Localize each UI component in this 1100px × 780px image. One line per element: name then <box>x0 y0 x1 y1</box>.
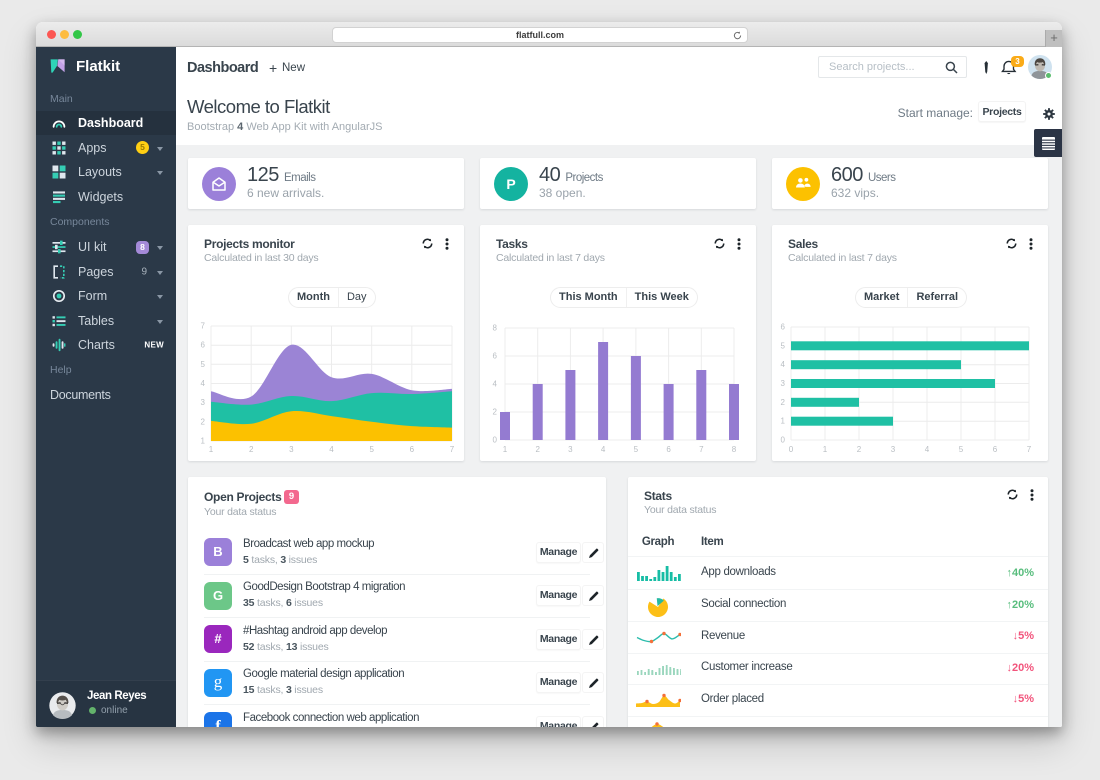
svg-text:4: 4 <box>781 360 786 369</box>
svg-text:4: 4 <box>601 445 606 454</box>
svg-text:6: 6 <box>666 445 671 454</box>
svg-text:3: 3 <box>289 445 294 454</box>
svg-text:0: 0 <box>781 436 786 445</box>
svg-text:0: 0 <box>493 436 498 445</box>
svg-text:7: 7 <box>450 445 455 454</box>
svg-text:4: 4 <box>329 445 334 454</box>
svg-text:5: 5 <box>781 341 786 350</box>
svg-text:5: 5 <box>959 445 964 454</box>
svg-text:1: 1 <box>503 445 508 454</box>
svg-text:2: 2 <box>857 445 862 454</box>
svg-text:8: 8 <box>493 324 498 333</box>
svg-text:3: 3 <box>781 379 786 388</box>
svg-text:1: 1 <box>823 445 828 454</box>
svg-text:1: 1 <box>781 417 786 426</box>
svg-text:5: 5 <box>201 360 206 369</box>
svg-text:5: 5 <box>369 445 374 454</box>
svg-text:3: 3 <box>568 445 573 454</box>
svg-text:5: 5 <box>634 445 639 454</box>
svg-text:2: 2 <box>781 398 786 407</box>
svg-text:2: 2 <box>201 417 206 426</box>
svg-text:6: 6 <box>493 352 498 361</box>
svg-text:2: 2 <box>535 445 540 454</box>
svg-text:4: 4 <box>493 380 498 389</box>
svg-text:2: 2 <box>249 445 254 454</box>
svg-text:1: 1 <box>209 445 214 454</box>
svg-text:6: 6 <box>781 323 786 332</box>
svg-text:8: 8 <box>732 445 737 454</box>
svg-text:2: 2 <box>493 408 498 417</box>
svg-text:4: 4 <box>925 445 930 454</box>
svg-text:0: 0 <box>789 445 794 454</box>
svg-text:7: 7 <box>699 445 704 454</box>
svg-text:6: 6 <box>410 445 415 454</box>
svg-text:6: 6 <box>201 341 206 350</box>
svg-text:1: 1 <box>201 437 206 446</box>
svg-text:6: 6 <box>993 445 998 454</box>
svg-text:3: 3 <box>201 398 206 407</box>
svg-text:7: 7 <box>201 322 206 331</box>
svg-text:4: 4 <box>201 379 206 388</box>
svg-text:3: 3 <box>891 445 896 454</box>
svg-text:7: 7 <box>1027 445 1032 454</box>
